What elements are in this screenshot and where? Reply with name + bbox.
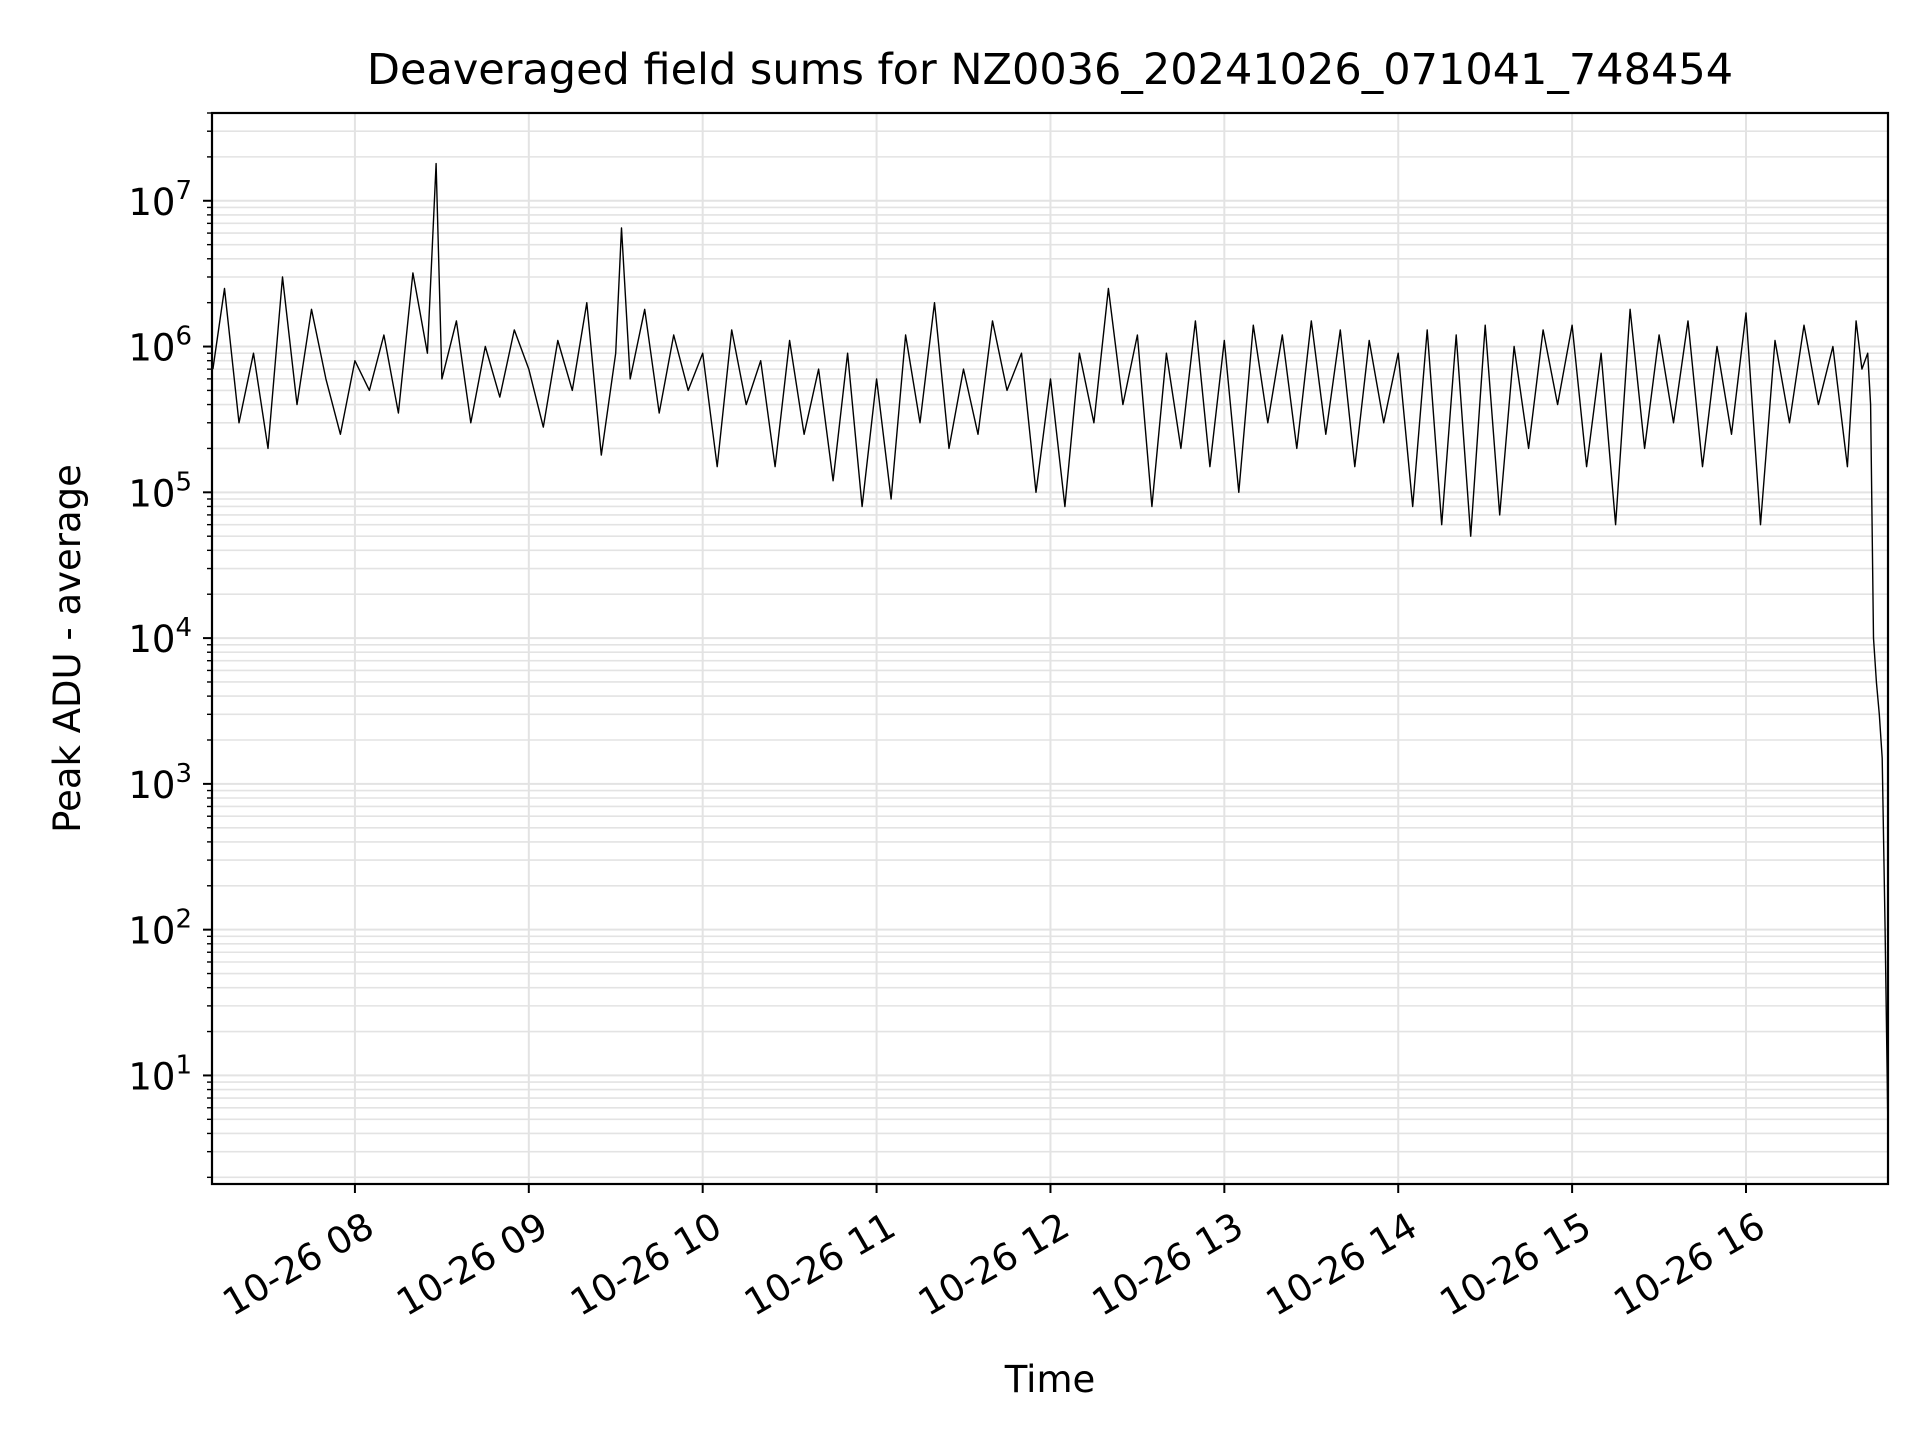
- y-tick-label: 106: [128, 322, 192, 370]
- chart-title: Deaveraged field sums for NZ0036_2024102…: [367, 45, 1733, 95]
- y-tick-base: 10: [128, 472, 175, 515]
- y-tick-exponent: 5: [175, 467, 192, 497]
- y-tick-base: 10: [128, 618, 175, 661]
- y-tick-exponent: 2: [175, 905, 192, 935]
- y-axis-label: Peak ADU - average: [46, 464, 89, 833]
- grid-lines: [212, 112, 1888, 1184]
- y-tick-base: 10: [128, 910, 175, 953]
- y-tick-exponent: 7: [175, 176, 192, 206]
- data-series: [212, 162, 1889, 1134]
- y-tick-label: 101: [128, 1050, 192, 1098]
- y-tick-exponent: 4: [175, 613, 192, 643]
- y-tick-base: 10: [128, 181, 175, 224]
- y-tick-label: 104: [128, 613, 192, 661]
- series-line: [212, 162, 1889, 1134]
- y-tick-label: 105: [128, 467, 192, 515]
- x-axis-label: Time: [1004, 1358, 1096, 1401]
- y-tick-label: 103: [128, 759, 192, 807]
- y-tick-base: 10: [128, 1055, 175, 1098]
- y-tick-base: 10: [128, 327, 175, 370]
- y-tick-exponent: 3: [175, 759, 192, 789]
- y-tick-label: 102: [128, 905, 192, 953]
- y-tick-exponent: 6: [175, 322, 192, 352]
- y-tick-base: 10: [128, 764, 175, 807]
- y-tick-label: 107: [128, 176, 192, 224]
- y-tick-exponent: 1: [175, 1050, 192, 1080]
